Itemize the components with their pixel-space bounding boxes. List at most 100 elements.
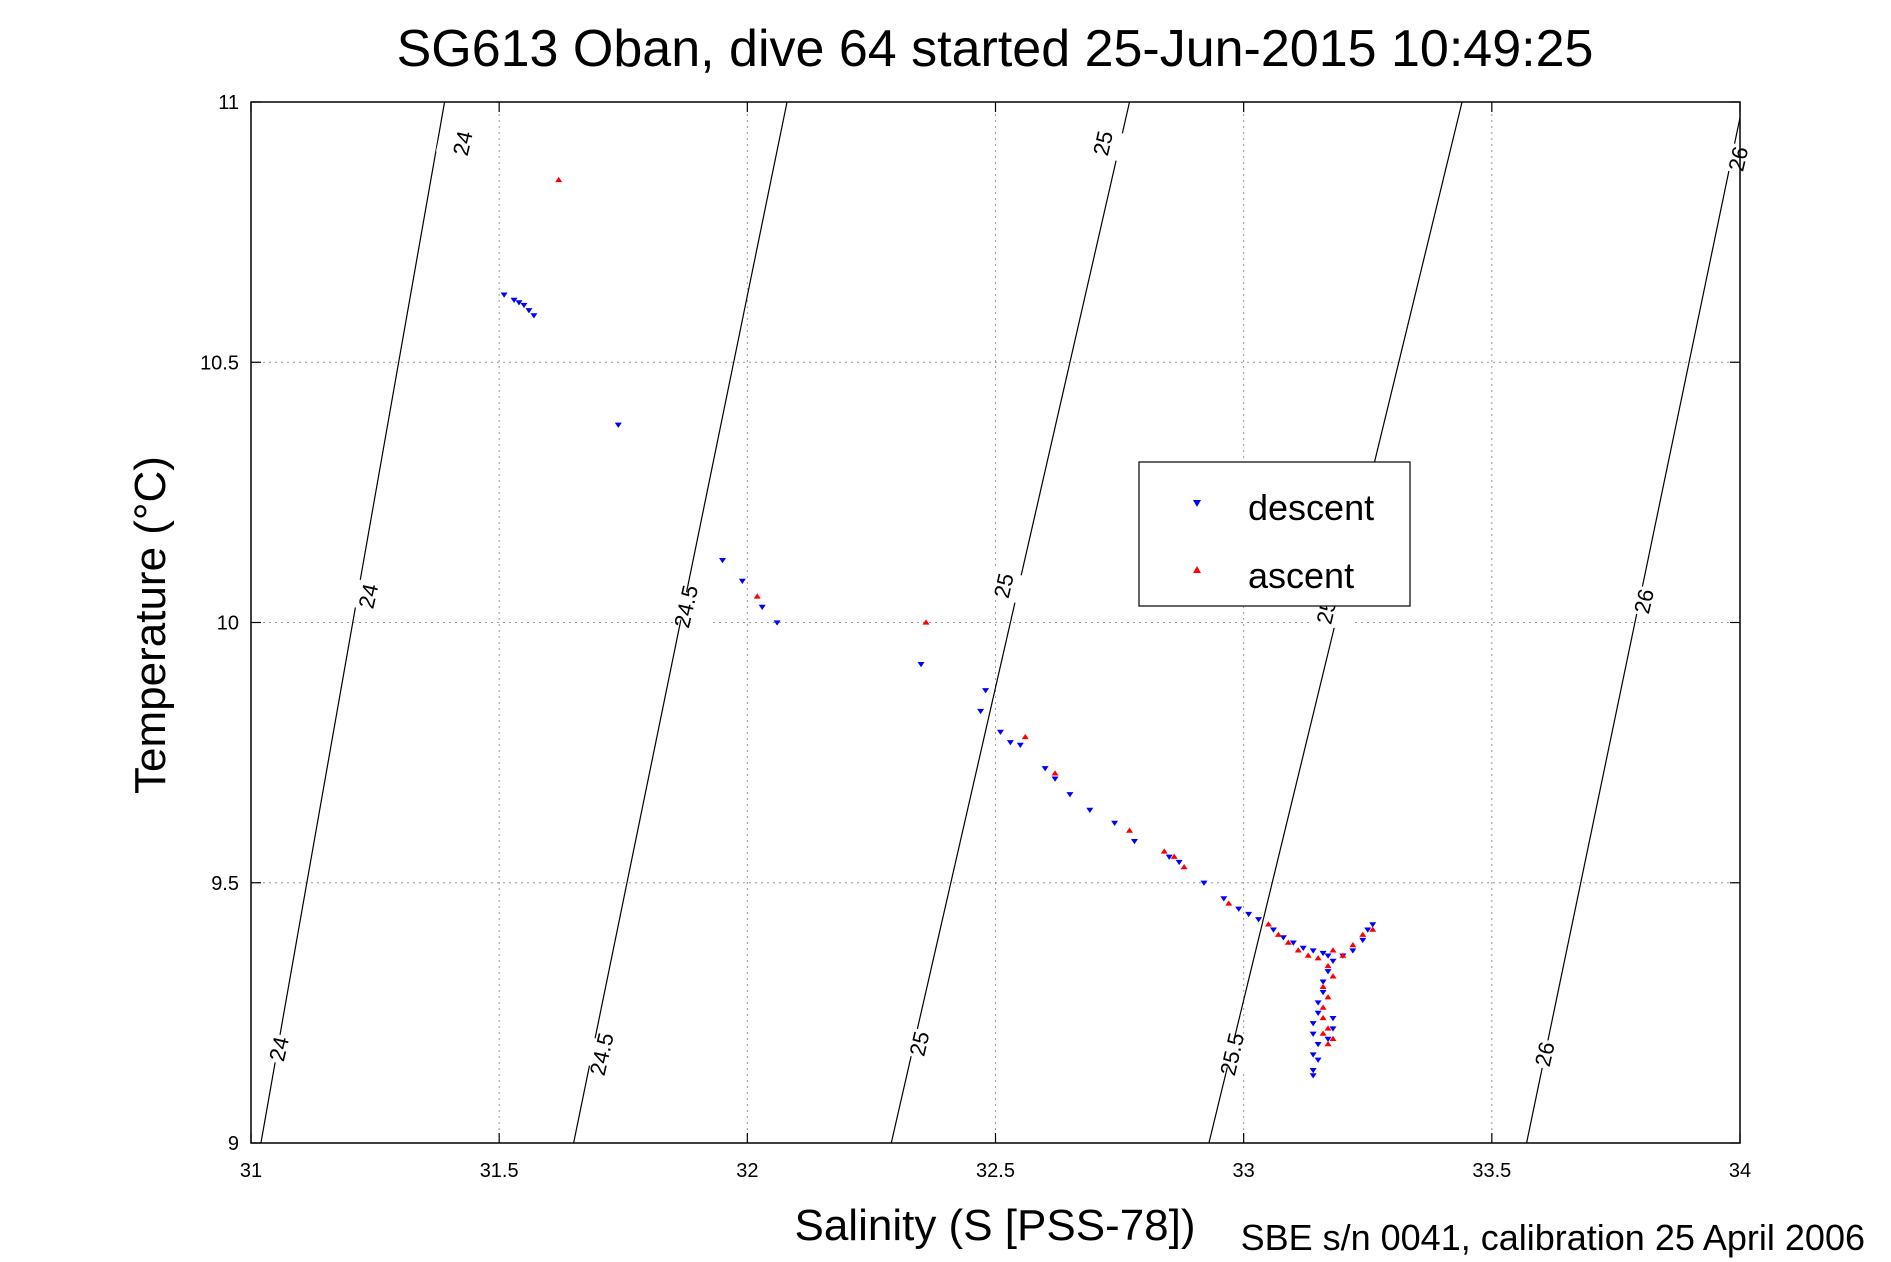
x-tick-label: 34	[1729, 1160, 1751, 1182]
descent-point	[996, 729, 1004, 735]
descent-point	[1324, 1036, 1332, 1043]
descent-point	[1051, 776, 1059, 782]
y-tick-label: 10	[217, 613, 239, 635]
descent-point	[738, 578, 746, 585]
descent-point	[1319, 950, 1327, 957]
x-tick-label: 33.5	[1472, 1160, 1511, 1182]
legend-marker-ascent	[1193, 566, 1201, 573]
ascent-point	[1369, 926, 1377, 932]
density-contour-label: 25	[989, 571, 1019, 600]
contour-label-bg	[1205, 1035, 1263, 1075]
density-contour-label: 26	[1629, 587, 1659, 616]
descent-point	[1314, 1057, 1322, 1063]
ascent-point	[1051, 770, 1059, 776]
density-contour-label: 24	[264, 1034, 294, 1063]
descent-point	[500, 292, 508, 298]
descent-point	[1319, 979, 1327, 985]
descent-point	[982, 688, 990, 694]
contour-label-bg	[341, 576, 399, 616]
density-contour-label: 24	[354, 581, 384, 610]
legend-marker-descent	[1193, 500, 1201, 507]
ascent-point	[1304, 952, 1312, 958]
ascent-point	[1284, 939, 1292, 945]
descent-point	[1255, 917, 1263, 923]
ascent-point	[1329, 973, 1337, 979]
descent-point	[1329, 1026, 1337, 1032]
density-contour-line	[573, 101, 788, 1144]
ascent-point	[1324, 994, 1332, 1000]
ascent-point	[1021, 733, 1029, 740]
descent-point	[1369, 922, 1377, 928]
descent-point	[1269, 927, 1277, 933]
descent-point	[1359, 937, 1367, 944]
x-axis-label: Salinity (S [PSS-78])	[794, 1201, 1195, 1250]
descent-point	[917, 662, 925, 668]
descent-point	[1309, 1031, 1317, 1037]
descent-point	[977, 708, 985, 715]
descent-point	[1364, 927, 1372, 933]
contour-label-bg	[892, 1024, 950, 1064]
contour-label-bg	[976, 566, 1034, 606]
ascent-point	[1225, 900, 1233, 906]
descent-point	[1165, 854, 1173, 860]
ascent-point	[1324, 1025, 1332, 1031]
ascent-point	[1329, 947, 1337, 953]
ascent-point	[555, 176, 563, 183]
descent-point	[758, 604, 766, 611]
y-tick-label: 10.5	[200, 352, 239, 374]
descent-point	[1220, 896, 1228, 902]
ascent-point	[1319, 1030, 1327, 1036]
ascent-point	[1314, 955, 1322, 961]
density-contour-line	[890, 101, 1131, 1144]
ascent-point	[1170, 853, 1178, 859]
descent-point	[1329, 958, 1337, 964]
descent-point	[1314, 1000, 1322, 1006]
descent-point	[1309, 1052, 1317, 1058]
descent-point	[1235, 906, 1243, 912]
data-points	[500, 176, 1377, 1079]
contour-label-bg	[659, 587, 717, 627]
descent-point	[1289, 940, 1297, 946]
ascent-point	[1319, 1004, 1327, 1010]
ascent-point	[753, 593, 761, 599]
density-contour-label: 26	[1530, 1039, 1560, 1068]
contour-label-bg	[1517, 1035, 1575, 1075]
descent-point	[510, 297, 518, 303]
density-contour-label: 24	[448, 129, 478, 158]
descent-point	[1006, 740, 1014, 746]
ascent-point	[1180, 863, 1188, 870]
legend-label-ascent: ascent	[1248, 555, 1354, 596]
descent-point	[1130, 839, 1138, 845]
descent-point	[1245, 911, 1253, 918]
descent-point	[1319, 989, 1327, 996]
descent-point	[1329, 1015, 1337, 1022]
ascent-point	[1126, 827, 1134, 833]
chart-title: SG613 Oban, dive 64 started 25-Jun-2015 …	[397, 20, 1594, 78]
density-contour-label: 25	[904, 1029, 934, 1058]
legend: descent ascent	[1138, 461, 1411, 607]
ascent-point	[1329, 1035, 1337, 1041]
y-tick-label: 9	[228, 1133, 239, 1155]
x-tick-label: 32	[736, 1160, 758, 1182]
legend-label-descent: descent	[1248, 487, 1374, 528]
density-contour-label: 26	[1723, 144, 1753, 173]
ascent-point	[1349, 942, 1357, 948]
contour-label-bg	[1076, 124, 1134, 164]
y-axis-label: Temperature (°C)	[126, 456, 175, 794]
descent-point	[1314, 1010, 1322, 1017]
descent-point	[520, 302, 528, 309]
legend-box	[1138, 461, 1411, 607]
descent-point	[1086, 807, 1094, 814]
descent-point	[773, 620, 781, 626]
contour-label-bg	[1617, 582, 1675, 622]
ascent-point	[1274, 931, 1282, 937]
descent-point	[1111, 820, 1119, 827]
descent-point	[1309, 1073, 1317, 1079]
ascent-point	[1319, 1014, 1327, 1021]
x-tick-label: 31	[240, 1160, 262, 1182]
descent-point	[1309, 1068, 1317, 1074]
calibration-footnote: SBE s/n 0041, calibration 25 April 2006	[1241, 1217, 1865, 1258]
ascent-point	[1160, 848, 1168, 854]
